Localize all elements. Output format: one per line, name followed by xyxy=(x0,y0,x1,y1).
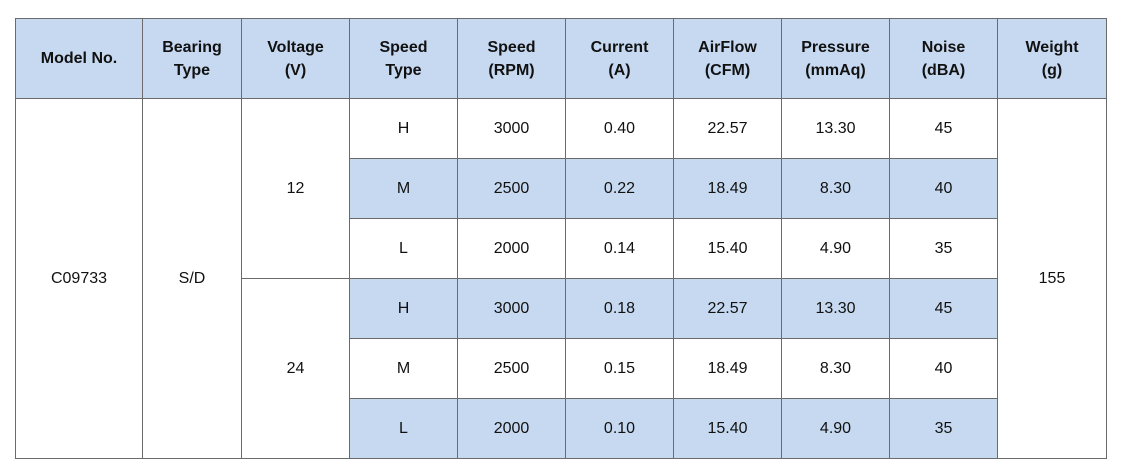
data-row: 24 H 3000 0.18 22.57 13.30 45 xyxy=(16,278,1107,459)
value-cell: 13.30 xyxy=(781,98,890,159)
value-cell: 22.57 xyxy=(673,278,782,339)
header-cell: Pressure (mmAq) xyxy=(781,18,890,99)
value-cell: 8.30 xyxy=(781,158,890,219)
header-line: Type xyxy=(173,61,211,79)
value-cell: 40 xyxy=(889,158,998,219)
value-cell: 3000 xyxy=(457,278,566,339)
value-cell: 2000 xyxy=(457,218,566,279)
voltage-cell: 12 xyxy=(241,98,350,279)
header-cell: Speed Type xyxy=(349,18,458,99)
header-line: Speed xyxy=(379,38,428,56)
bearing-cell: S/D xyxy=(142,98,242,459)
header-line: Weight xyxy=(1025,38,1079,56)
value-cell: 45 xyxy=(889,98,998,159)
value-cell: H xyxy=(349,278,458,339)
value-cell: 2500 xyxy=(457,338,566,399)
data-row: C09733 S/D 12 H 3000 0.40 22.57 13.30 45 155 xyxy=(15,98,1107,459)
header-line: Bearing xyxy=(162,38,222,56)
data-row: L 2000 0.10 15.40 4.90 35 xyxy=(16,398,1107,459)
value-cell: 13.30 xyxy=(781,278,890,339)
header-cell: Bearing Type xyxy=(142,18,242,99)
value-cell: 35 xyxy=(889,398,998,459)
weight-cell: 155 xyxy=(997,98,1107,459)
header-line: Model No. xyxy=(40,50,118,67)
value-cell: 18.49 xyxy=(673,338,782,399)
value-cell: 0.40 xyxy=(565,98,674,159)
value-cell: 8.30 xyxy=(781,338,890,399)
header-line: (A) xyxy=(608,61,631,79)
header-cell: Weight (g) xyxy=(997,18,1107,99)
header-cell: Model No. xyxy=(15,18,143,99)
header-line: Voltage xyxy=(267,38,324,56)
value-cell: 45 xyxy=(889,278,998,339)
voltage-cell: 24 xyxy=(241,278,350,459)
data-row: M 2500 0.22 18.49 8.30 40 xyxy=(16,158,1107,219)
model-cell: C09733 xyxy=(15,98,143,459)
value-cell: 0.10 xyxy=(565,398,674,459)
value-cell: 15.40 xyxy=(673,218,782,279)
value-cell: 2000 xyxy=(457,398,566,459)
value-cell: 35 xyxy=(889,218,998,279)
value-cell: 4.90 xyxy=(781,218,890,279)
value-cell: M xyxy=(349,338,458,399)
header-line: Current xyxy=(590,38,649,56)
value-cell: H xyxy=(349,98,458,159)
header-cell: Noise (dBA) xyxy=(889,18,998,99)
value-cell: 18.49 xyxy=(673,158,782,219)
header-line: (RPM) xyxy=(488,61,535,79)
value-cell: 4.90 xyxy=(781,398,890,459)
header-line: (CFM) xyxy=(704,61,751,79)
header-line: (mmAq) xyxy=(805,61,866,79)
value-cell: 3000 xyxy=(457,98,566,159)
header-cell: AirFlow (CFM) xyxy=(673,18,782,99)
table-body: C09733 S/D 12 H 3000 0.40 22.57 13.30 45 155 M 2500… xyxy=(15,98,1107,459)
header-cell: Voltage (V) xyxy=(241,18,350,99)
header-line: (dBA) xyxy=(921,61,966,79)
header-cell: Speed (RPM) xyxy=(457,18,566,99)
value-cell: 0.14 xyxy=(565,218,674,279)
value-cell: L xyxy=(349,218,458,279)
header-cell: Current (A) xyxy=(565,18,674,99)
value-cell: 0.18 xyxy=(565,278,674,339)
spec-table: Model No. Bearing Type Voltage (V) Speed Type S… xyxy=(15,18,1107,459)
header-line: (g) xyxy=(1041,61,1063,79)
data-row: M 2500 0.15 18.49 8.30 40 xyxy=(16,338,1107,399)
value-cell: 2500 xyxy=(457,158,566,219)
value-cell: 0.22 xyxy=(565,158,674,219)
header-line: (V) xyxy=(284,61,307,79)
value-cell: 40 xyxy=(889,338,998,399)
header-line: Speed xyxy=(487,38,536,56)
value-cell: 0.15 xyxy=(565,338,674,399)
value-cell: M xyxy=(349,158,458,219)
header-line: AirFlow xyxy=(698,38,757,56)
header-line: Pressure xyxy=(801,38,870,56)
header-line: Type xyxy=(385,61,422,79)
header-line: Noise xyxy=(921,38,966,56)
value-cell: 15.40 xyxy=(673,398,782,459)
header-row: Model No. Bearing Type Voltage (V) Speed Type S… xyxy=(15,18,1107,99)
value-cell: L xyxy=(349,398,458,459)
value-cell: 22.57 xyxy=(673,98,782,159)
